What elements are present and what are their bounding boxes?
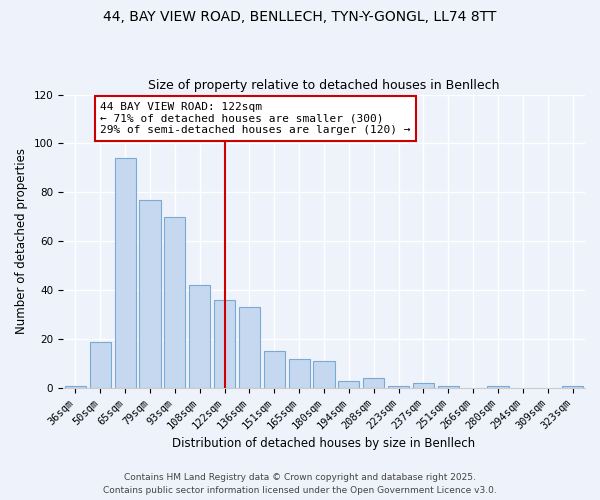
Text: Contains HM Land Registry data © Crown copyright and database right 2025.
Contai: Contains HM Land Registry data © Crown c…	[103, 474, 497, 495]
Y-axis label: Number of detached properties: Number of detached properties	[15, 148, 28, 334]
Bar	[90, 342, 111, 388]
Bar	[139, 200, 161, 388]
X-axis label: Distribution of detached houses by size in Benllech: Distribution of detached houses by size …	[172, 437, 476, 450]
Text: 44 BAY VIEW ROAD: 122sqm
← 71% of detached houses are smaller (300)
29% of semi-: 44 BAY VIEW ROAD: 122sqm ← 71% of detach…	[100, 102, 411, 135]
Bar	[487, 386, 509, 388]
Bar	[239, 308, 260, 388]
Bar	[189, 286, 210, 388]
Bar	[264, 352, 285, 388]
Bar	[289, 359, 310, 388]
Text: 44, BAY VIEW ROAD, BENLLECH, TYN-Y-GONGL, LL74 8TT: 44, BAY VIEW ROAD, BENLLECH, TYN-Y-GONGL…	[103, 10, 497, 24]
Bar	[65, 386, 86, 388]
Bar	[363, 378, 384, 388]
Bar	[562, 386, 583, 388]
Bar	[338, 381, 359, 388]
Bar	[388, 386, 409, 388]
Bar	[438, 386, 459, 388]
Bar	[214, 300, 235, 388]
Bar	[164, 217, 185, 388]
Bar	[313, 361, 335, 388]
Bar	[413, 383, 434, 388]
Title: Size of property relative to detached houses in Benllech: Size of property relative to detached ho…	[148, 79, 500, 92]
Bar	[115, 158, 136, 388]
